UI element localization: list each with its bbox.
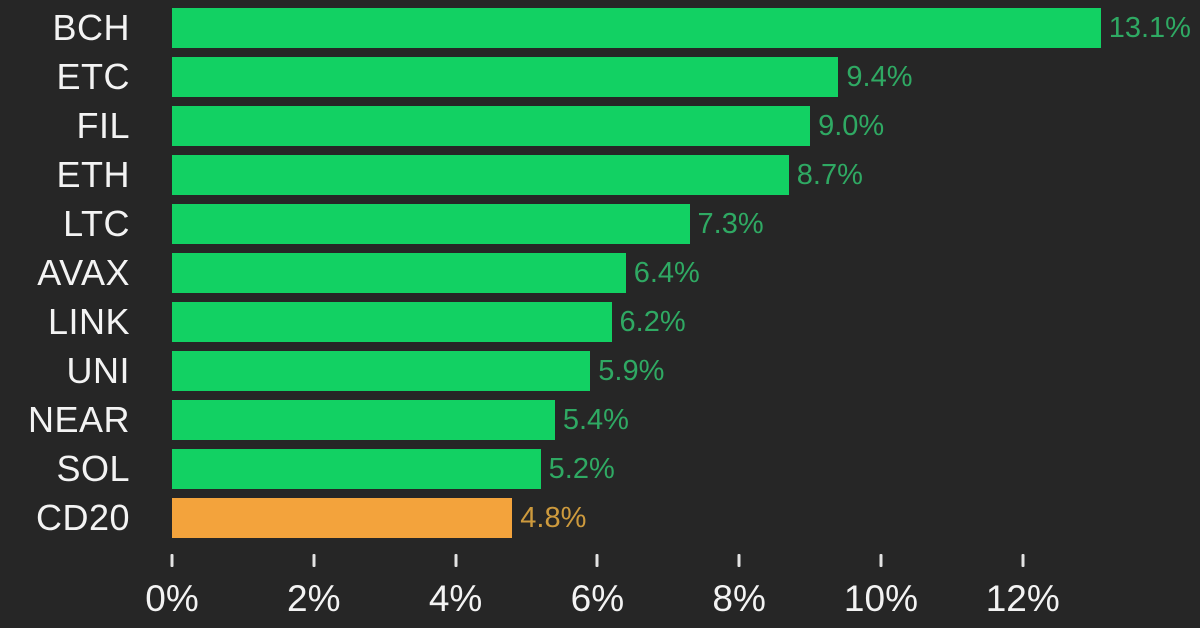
bar-track: 6.2%	[172, 302, 1200, 342]
bar	[172, 204, 690, 244]
bar-row: CD20 4.8%	[0, 498, 1200, 538]
axis-tick-label: 8%	[712, 578, 766, 619]
bar	[172, 302, 612, 342]
axis-tick-label: 2%	[287, 578, 341, 619]
asset-label: LTC	[63, 203, 130, 244]
axis-tick-label: 12%	[985, 578, 1060, 619]
bar-track: 5.4%	[172, 400, 1200, 440]
bar-row: UNI 5.9%	[0, 351, 1200, 391]
bar-row: SOL 5.2%	[0, 449, 1200, 489]
bar-track: 4.8%	[172, 498, 1200, 538]
bar-value-label: 8.7%	[796, 158, 863, 191]
asset-label: ETH	[56, 154, 130, 195]
bar	[172, 351, 591, 391]
axis-tick-label: 0%	[145, 578, 199, 619]
axis-tick-label: 6%	[570, 578, 625, 619]
bar-track: 6.4%	[172, 253, 1200, 293]
bar-track: 7.3%	[172, 204, 1200, 244]
bar-value-label: 5.4%	[562, 403, 629, 436]
bar-value-label: 5.2%	[548, 452, 615, 485]
axis-tick-mark	[170, 554, 174, 567]
asset-label: SOL	[56, 448, 130, 489]
bar-value-label: 6.4%	[633, 256, 700, 289]
bar-row: NEAR 5.4%	[0, 400, 1200, 440]
bar-row: LTC 7.3%	[0, 204, 1200, 244]
bar	[172, 57, 839, 97]
bar	[172, 253, 626, 293]
asset-label: LINK	[47, 301, 130, 342]
asset-label: BCH	[52, 7, 130, 48]
bar-rows: BCH 13.1% ETC 9.4% FIL 9.0% ETH 8.7% LTC…	[0, 8, 1200, 538]
bar	[172, 449, 541, 489]
asset-label: FIL	[76, 105, 130, 146]
x-axis: 0% 2% 4% 6% 8% 10% 12%	[145, 554, 1200, 628]
bar-track: 9.4%	[172, 57, 1200, 97]
asset-label: UNI	[66, 350, 130, 391]
bar-track: 5.2%	[172, 449, 1200, 489]
bar-track: 13.1%	[172, 8, 1200, 48]
axis-tick-mark	[1021, 554, 1025, 567]
asset-label: AVAX	[37, 252, 130, 293]
bar-row: BCH 13.1%	[0, 8, 1200, 48]
bar-value-label: 4.8%	[520, 501, 587, 534]
bar-row: ETH 8.7%	[0, 155, 1200, 195]
bar-track: 5.9%	[172, 351, 1200, 391]
bar-row: AVAX 6.4%	[0, 253, 1200, 293]
axis-tick-mark	[454, 554, 458, 567]
bar-track: 9.0%	[172, 106, 1200, 146]
bar-row: LINK 6.2%	[0, 302, 1200, 342]
bar	[172, 155, 789, 195]
asset-label: NEAR	[27, 399, 130, 440]
bar	[172, 106, 811, 146]
bar-value-label: 9.4%	[846, 60, 913, 93]
axis-tick-label: 4%	[428, 578, 483, 619]
bar-row: FIL 9.0%	[0, 106, 1200, 146]
axis-tick-mark	[312, 554, 316, 567]
asset-label: ETC	[56, 56, 130, 97]
axis-tick-mark	[879, 554, 883, 567]
bar	[172, 400, 555, 440]
bar	[172, 8, 1101, 48]
bar	[172, 498, 513, 538]
bar-value-label: 5.9%	[598, 354, 665, 387]
bar-value-label: 13.1%	[1108, 11, 1191, 44]
bar-value-label: 6.2%	[619, 305, 686, 338]
asset-label: CD20	[35, 497, 130, 538]
axis-tick-label: 10%	[843, 578, 918, 619]
bar-value-label: 7.3%	[697, 207, 764, 240]
bar-value-label: 9.0%	[818, 109, 885, 142]
axis-tick-mark	[595, 554, 599, 567]
bar-track: 8.7%	[172, 155, 1200, 195]
bar-row: ETC 9.4%	[0, 57, 1200, 97]
axis-tick-mark	[737, 554, 741, 567]
